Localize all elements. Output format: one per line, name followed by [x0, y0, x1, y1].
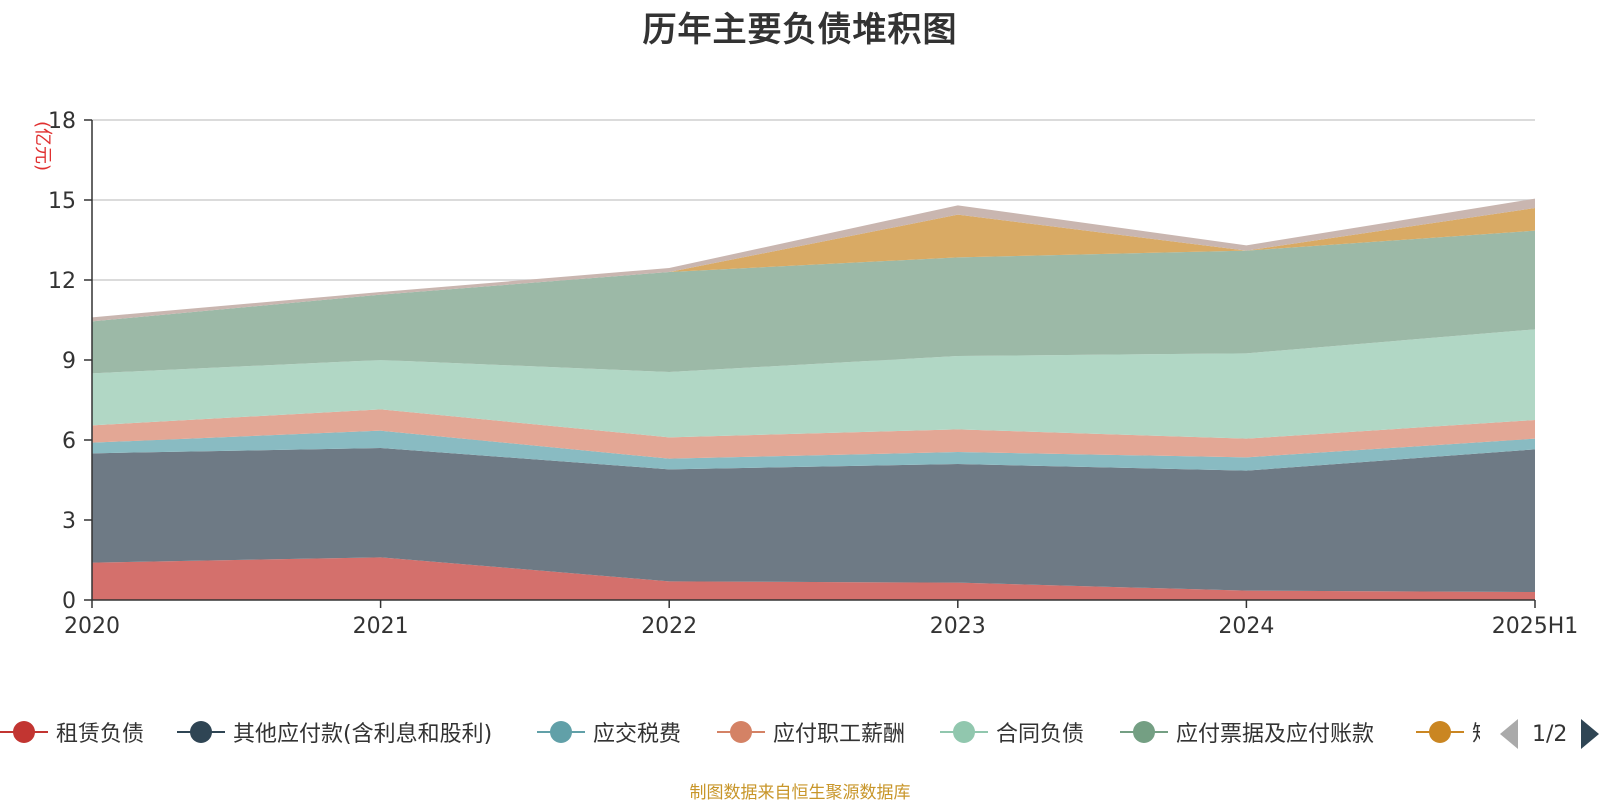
x-tick-label: 2025H1 [1492, 614, 1579, 639]
legend-marker-icon [940, 712, 988, 752]
x-tick-label: 2023 [930, 614, 986, 639]
area-series-3 [92, 409, 1535, 459]
legend-marker-icon [177, 712, 225, 752]
x-tick-label: 2024 [1218, 614, 1274, 639]
legend-item[interactable]: 租赁负债 [0, 712, 144, 752]
y-tick-label: 6 [62, 429, 76, 454]
x-tick-label: 2020 [64, 614, 120, 639]
area-series-1 [92, 448, 1535, 592]
legend-next-page-icon[interactable] [1581, 719, 1600, 749]
legend-marker-icon [1416, 712, 1464, 752]
legend-marker-icon [1120, 712, 1168, 752]
area-series-2 [92, 430, 1535, 471]
legend-item[interactable]: 应付票据及应付账款 [1120, 712, 1374, 752]
legend-item[interactable]: 应付职工薪酬 [717, 712, 905, 752]
legend-label: 应付职工薪酬 [773, 722, 906, 747]
y-axis-unit-label: (亿元) [32, 121, 53, 171]
legend-item[interactable]: 其他应付款(含利息和股利) [177, 712, 492, 752]
y-tick-label: 3 [62, 509, 76, 534]
legend-item[interactable]: 合同负债 [940, 712, 1084, 752]
legend-item[interactable]: 短 [1416, 712, 1480, 752]
area-series-4 [92, 329, 1535, 439]
legend: 租赁负债 其他应付款(含利息和股利) 应交税费 应付职工薪酬 合同负债 应付票据及应付账款… [0, 712, 1480, 752]
chart-title: 历年主要负债堆积图 [642, 10, 958, 50]
legend-label: 合同负债 [996, 722, 1085, 747]
y-tick-label: 9 [62, 349, 76, 374]
legend-page-indicator: 1/2 [1532, 721, 1568, 747]
source-note: 制图数据来自恒生聚源数据库 [689, 783, 911, 803]
x-tick-label: 2021 [353, 614, 409, 639]
legend-label: 应交税费 [593, 722, 682, 747]
legend-marker-icon [537, 712, 585, 752]
legend-pager: 1/2 [1500, 716, 1600, 752]
legend-label: 租赁负债 [56, 722, 145, 747]
legend-label: 应付票据及应付账款 [1176, 722, 1375, 747]
y-tick-label: 15 [48, 189, 76, 214]
legend-label: 其他应付款(含利息和股利) [233, 722, 493, 747]
x-tick-label: 2022 [641, 614, 697, 639]
legend-marker-icon [0, 712, 48, 752]
legend-prev-page-icon[interactable] [1500, 719, 1518, 749]
y-tick-label: 12 [48, 269, 76, 294]
legend-item[interactable]: 应交税费 [537, 712, 681, 752]
y-tick-label: 18 [48, 109, 76, 134]
legend-marker-icon [717, 712, 765, 752]
y-tick-label: 0 [62, 589, 76, 614]
area-series-0 [92, 557, 1535, 600]
legend-label: 短 [1472, 716, 1480, 748]
area-series-5 [92, 230, 1535, 374]
